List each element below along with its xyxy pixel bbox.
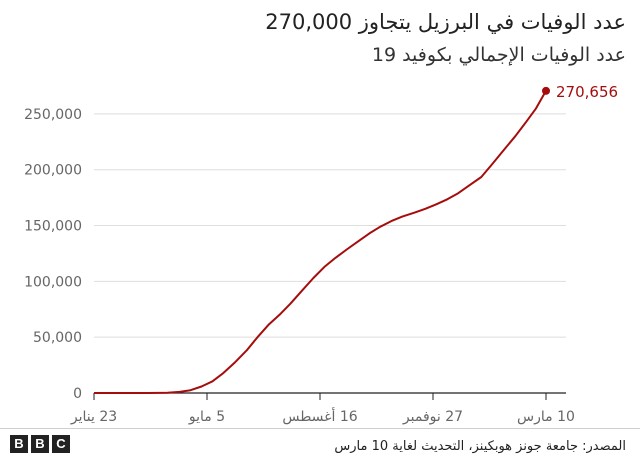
footer-divider [0,428,640,429]
x-tick-label: 23 يناير [70,409,117,425]
chart-title: عدد الوفيات في البرزيل يتجاوز 270,000 [265,10,626,34]
logo-letter-b2: B [31,435,49,453]
chart-subtitle: عدد الوفيات الإجمالي بكوفيد 19 [371,44,626,66]
x-tick-label: 27 نوفمبر [402,409,463,425]
logo-letter-c: C [52,435,70,453]
endpoint-marker [542,86,550,95]
logo-letter-b1: B [10,435,28,453]
x-tick-label: 10 مارس [517,409,575,425]
y-tick-label: 0 [73,386,82,402]
y-tick-label: 200,000 [24,163,82,179]
y-tick-label: 100,000 [24,274,82,290]
x-tick-label: 5 مايو [188,409,225,425]
x-tick-label: 16 أغسطس [282,407,357,425]
y-tick-label: 50,000 [33,330,82,346]
bbc-logo: B B C [10,435,70,453]
endpoint-label: 270,656 [556,83,618,101]
y-tick-label: 150,000 [24,219,82,235]
series-line [94,90,547,394]
source-note: المصدر: جامعة جونز هوبكينز، التحديث لغاي… [334,439,626,454]
y-tick-label: 250,000 [24,107,82,123]
